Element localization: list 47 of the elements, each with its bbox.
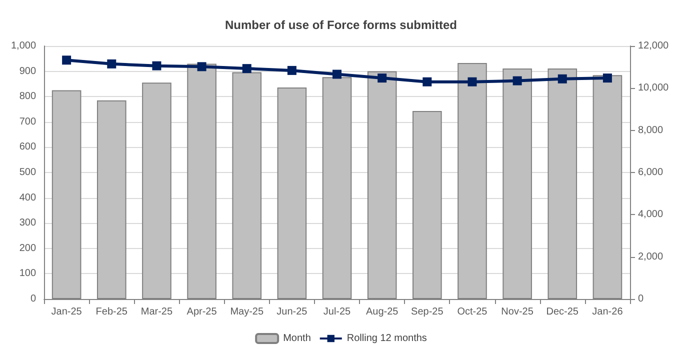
y2-tick-label: 12,000 — [638, 40, 670, 52]
point — [152, 61, 162, 70]
point — [512, 76, 522, 86]
x-tick-label: Nov-25 — [501, 306, 534, 318]
x-tick-label: Jan-25 — [51, 306, 82, 318]
legend-label: Rolling 12 months — [346, 333, 427, 344]
x-tick-label: Oct-25 — [457, 306, 488, 318]
y-tick-label: 100 — [19, 268, 36, 280]
x-tick-label: Jul-25 — [323, 306, 352, 318]
point — [107, 59, 116, 68]
x-tick-label: Aug-25 — [366, 306, 399, 318]
y2-tick-label: 2,000 — [638, 251, 664, 262]
chart-title: Number of use of Force forms submitted — [224, 18, 458, 32]
y-tick-label: 600 — [19, 142, 36, 153]
x-tick-label: Jun-25 — [276, 306, 308, 318]
point — [602, 74, 612, 83]
point — [468, 77, 477, 86]
y-tick-label: 800 — [19, 91, 36, 102]
y-tick-label: 1,000 — [10, 40, 36, 52]
point — [287, 66, 296, 75]
point — [332, 70, 342, 79]
y-tick-label: 700 — [19, 116, 36, 128]
x-tick-label: Feb-25 — [96, 306, 128, 318]
y-tick-label: 200 — [19, 242, 36, 254]
x-tick-label: Sep-25 — [411, 306, 444, 318]
y2-tick-label: 0 — [638, 294, 644, 304]
x-tick-label: Dec-25 — [546, 306, 579, 318]
x-tick-label: Mar-25 — [140, 306, 173, 318]
point — [242, 64, 252, 74]
y2-tick-label: 8,000 — [638, 124, 664, 136]
legend-label: Month — [283, 333, 311, 344]
x-tick-label: Apr-25 — [186, 306, 218, 318]
point — [558, 74, 567, 84]
y2-tick-label: 10,000 — [638, 82, 670, 94]
y-tick-label: 300 — [19, 218, 36, 229]
y-tick-label: 900 — [19, 66, 36, 77]
point — [422, 77, 432, 86]
x-tick-label: May-25 — [230, 306, 264, 318]
y2-tick-label: 4,000 — [638, 209, 664, 220]
y-tick-label: 0 — [30, 294, 36, 304]
point — [62, 56, 72, 65]
y-tick-label: 400 — [19, 192, 36, 204]
y2-tick-label: 6,000 — [638, 167, 664, 178]
y-tick-label: 500 — [19, 167, 36, 178]
point — [378, 74, 387, 83]
point — [197, 62, 206, 72]
x-tick-label: Jan-26 — [592, 306, 624, 318]
